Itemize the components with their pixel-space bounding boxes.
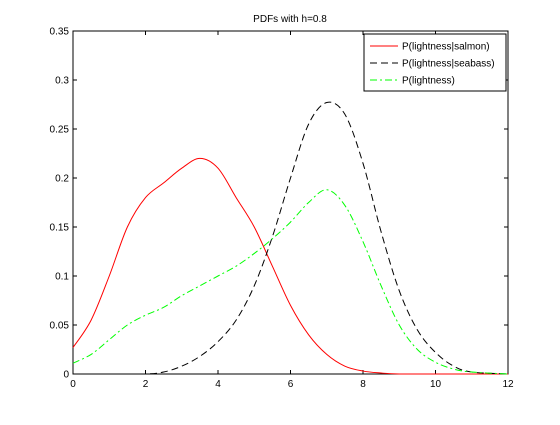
- x-tick-label: 10: [430, 379, 442, 390]
- series-line-3: [72, 189, 509, 375]
- legend: P(lightness|salmon) P(lightness|seabass) P…: [363, 33, 507, 92]
- x-tick-label: 0: [70, 379, 76, 390]
- x-tick-label: 6: [288, 379, 294, 390]
- legend-box: [363, 33, 507, 92]
- series-line-1: [72, 157, 509, 375]
- series-line-2: [72, 101, 509, 375]
- axis-ticks: 0 2 4 6 8 10 12 0 0.05 0.1 0.15 0.2 0.25 0.3 0.35: [50, 27, 514, 391]
- y-tick-label: 0.2: [55, 174, 69, 185]
- y-tick-label: 0: [63, 370, 69, 381]
- y-tick-label: 0.05: [50, 321, 70, 332]
- legend-label: P(lightness|salmon): [402, 42, 490, 53]
- legend-label: P(lightness|seabass): [402, 59, 495, 70]
- x-tick-label: 12: [502, 379, 514, 390]
- x-tick-label: 8: [360, 379, 366, 390]
- y-tick-label: 0.35: [50, 27, 70, 38]
- x-tick-label: 2: [143, 379, 149, 390]
- series-lines: [72, 101, 509, 375]
- chart-title: PDFs with h=0.8: [253, 14, 327, 25]
- legend-label: P(lightness): [402, 76, 455, 87]
- y-tick-label: 0.25: [50, 125, 70, 136]
- y-tick-label: 0.1: [55, 272, 69, 283]
- y-tick-label: 0.3: [55, 76, 69, 87]
- x-tick-label: 4: [215, 379, 221, 390]
- y-tick-label: 0.15: [50, 223, 70, 234]
